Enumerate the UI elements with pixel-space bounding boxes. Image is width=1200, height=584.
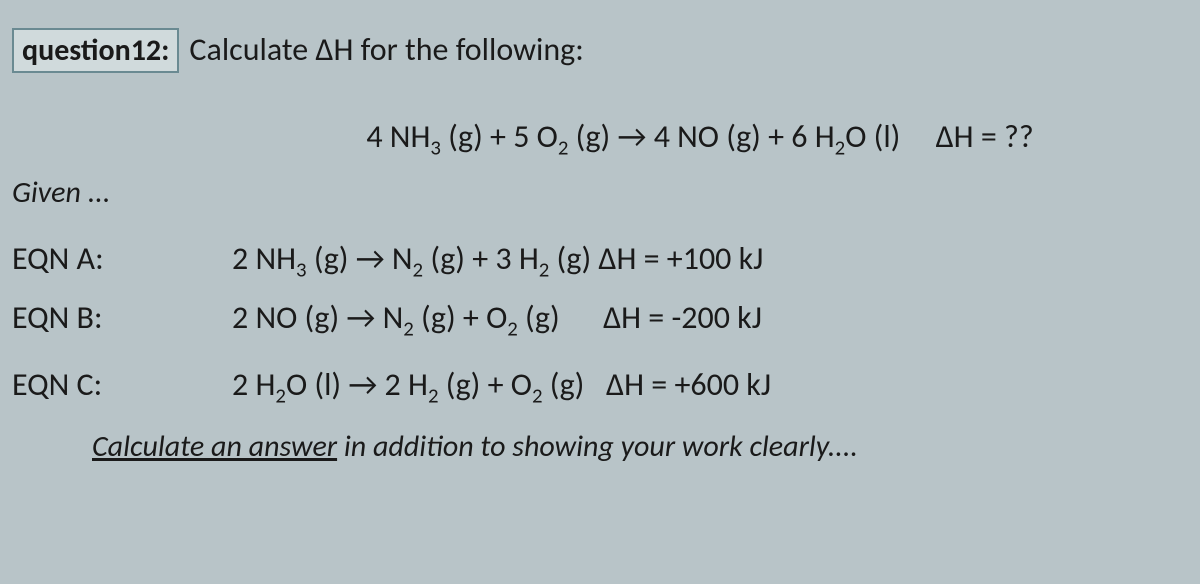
target-equation: 4 NH3 (g) + 5 O2 (g) → 4 NO (g) + 6 H2O … [366, 117, 900, 156]
target-delta-h: ΔH = ?? [936, 117, 1034, 156]
question-prompt: Calculate ΔH for the following: [189, 31, 583, 69]
question-header: question12: Calculate ΔH for the followi… [12, 28, 1188, 73]
target-equation-row: 4 NH3 (g) + 5 O2 (g) → 4 NO (g) + 6 H2O … [12, 117, 1188, 156]
question-label: question12: [12, 28, 179, 73]
equation-body: 2 H2O (l) → 2 H2 (g) + O2 (g) ΔH = +600 … [232, 365, 1188, 404]
equation-body: 2 NH3 (g) → N2 (g) + 3 H2 (g) ΔH = +100 … [232, 239, 1188, 278]
equation-body: 2 NO (g) → N2 (g) + O2 (g) ΔH = -200 kJ [232, 298, 1188, 337]
equation-row-b: EQN B: 2 NO (g) → N2 (g) + O2 (g) ΔH = -… [12, 298, 1188, 337]
equation-row-c: EQN C: 2 H2O (l) → 2 H2 (g) + O2 (g) ΔH … [12, 365, 1188, 404]
instruction-text: Calculate an answer in addition to showi… [12, 428, 1188, 465]
equation-label: EQN A: [12, 239, 232, 278]
equation-row-a: EQN A: 2 NH3 (g) → N2 (g) + 3 H2 (g) ΔH … [12, 239, 1188, 278]
question-page: question12: Calculate ΔH for the followi… [0, 0, 1200, 465]
equation-label: EQN B: [12, 298, 232, 337]
instruction-underlined: Calculate an answer [92, 428, 337, 465]
equation-label: EQN C: [12, 365, 232, 404]
instruction-rest: in addition to showing your work clearly… [337, 428, 858, 465]
given-label: Given ... [12, 174, 1188, 211]
